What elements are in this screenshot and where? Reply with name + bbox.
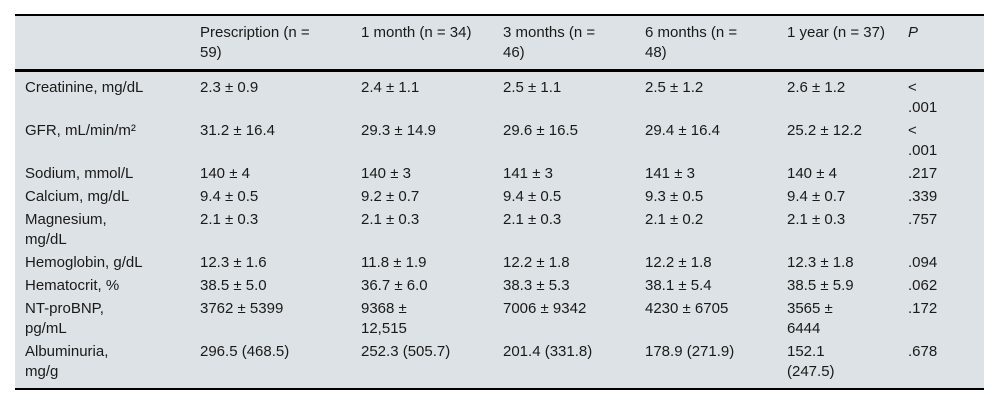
cell-value: 140 ± 4: [787, 165, 837, 182]
cell-value: 11.8 ± 1.9: [361, 254, 427, 271]
cell-value: 38.3 ± 5.3: [503, 277, 570, 294]
column-header-1-year: 1 year (n = 37): [777, 15, 898, 72]
row-label: Sodium, mmol/L: [25, 165, 134, 182]
cell-value: 25.2 ± 12.2: [787, 122, 862, 139]
column-header-6-months: 6 months (n = 48): [635, 15, 777, 72]
cell-value: 9.4 ± 0.7: [787, 188, 846, 205]
cell-value: 2.6 ± 1.2: [787, 79, 846, 96]
table-row: Hemoglobin, g/dL 12.3 ± 1.6 11.8 ± 1.9 12.2…: [15, 251, 984, 274]
cell-value: 2.5 ± 1.1: [503, 79, 562, 96]
row-label: Hemoglobin, g/dL: [25, 254, 143, 271]
table-row: Calcium, mg/dL 9.4 ± 0.5 9.2 ± 0.7 9.4 ± 0.…: [15, 185, 984, 208]
row-label: Albuminuria, mg/g: [25, 343, 109, 380]
cell-value: 38.5 ± 5.9: [787, 277, 854, 294]
cell-value: 2.1 ± 0.3: [787, 211, 846, 228]
cell-value: 12.3 ± 1.6: [200, 254, 267, 271]
cell-value: 2.1 ± 0.3: [503, 211, 562, 228]
p-value: .757: [908, 211, 938, 228]
cell-value: 4230 ± 6705: [645, 300, 729, 317]
table-row: Albuminuria, mg/g 296.5 (468.5) 252.3 (505…: [15, 340, 984, 389]
cell-value: 2.1 ± 0.2: [645, 211, 704, 228]
cell-value: 140 ± 4: [200, 165, 250, 182]
column-header-prescription: Prescription (n = 59): [190, 15, 351, 72]
table-row: Creatinine, mg/dL 2.3 ± 0.9 2.4 ± 1.1 2.5 ±…: [15, 71, 984, 120]
row-label: NT-proBNP, pg/mL: [25, 300, 104, 337]
cell-value: 2.1 ± 0.3: [361, 211, 420, 228]
p-value: .339: [908, 188, 938, 205]
p-value: < .001: [908, 122, 938, 159]
p-value: .062: [908, 277, 938, 294]
table-row: GFR, mL/min/m² 31.2 ± 16.4 29.3 ± 14.9 29.6…: [15, 119, 984, 162]
cell-value: 178.9 (271.9): [645, 343, 735, 360]
cell-value: 36.7 ± 6.0: [361, 277, 428, 294]
cell-value: 29.6 ± 16.5: [503, 122, 578, 139]
cell-value: 9.4 ± 0.5: [503, 188, 562, 205]
cell-value: 152.1 (247.5): [787, 343, 835, 380]
p-value: .172: [908, 300, 938, 317]
p-value: .217: [908, 165, 938, 182]
cell-value: 2.1 ± 0.3: [200, 211, 259, 228]
cell-value: 9.4 ± 0.5: [200, 188, 259, 205]
table-row: Magnesium, mg/dL 2.1 ± 0.3 2.1 ± 0.3 2.1 ± …: [15, 208, 984, 251]
cell-value: 140 ± 3: [361, 165, 411, 182]
cell-value: 12.3 ± 1.8: [787, 254, 854, 271]
cell-value: 38.1 ± 5.4: [645, 277, 712, 294]
row-label: Creatinine, mg/dL: [25, 79, 144, 96]
p-value: < .001: [908, 79, 938, 116]
cell-value: 9368 ± 12,515: [361, 300, 407, 337]
cell-value: 296.5 (468.5): [200, 343, 290, 360]
table-body: Creatinine, mg/dL 2.3 ± 0.9 2.4 ± 1.1 2.5 ±…: [15, 71, 984, 390]
cell-value: 9.3 ± 0.5: [645, 188, 704, 205]
cell-value: 12.2 ± 1.8: [645, 254, 712, 271]
cell-value: 201.4 (331.8): [503, 343, 593, 360]
cell-value: 3565 ± 6444: [787, 300, 833, 337]
lab-values-table-container: Prescription (n = 59) 1 month (n = 34) 3…: [15, 14, 984, 390]
column-header-empty: [15, 15, 190, 72]
header-row: Prescription (n = 59) 1 month (n = 34) 3…: [15, 15, 984, 72]
table-row: NT-proBNP, pg/mL 3762 ± 5399 9368 ± 12,515…: [15, 297, 984, 340]
cell-value: 31.2 ± 16.4: [200, 122, 275, 139]
p-value: .094: [908, 254, 938, 271]
table-header: Prescription (n = 59) 1 month (n = 34) 3…: [15, 15, 984, 72]
cell-value: 38.5 ± 5.0: [200, 277, 267, 294]
lab-values-table: Prescription (n = 59) 1 month (n = 34) 3…: [15, 14, 984, 390]
column-header-3-months: 3 months (n = 46): [493, 15, 635, 72]
cell-value: 29.4 ± 16.4: [645, 122, 720, 139]
cell-value: 29.3 ± 14.9: [361, 122, 436, 139]
cell-value: 3762 ± 5399: [200, 300, 284, 317]
table-row: Sodium, mmol/L 140 ± 4 140 ± 3 141 ± 3 141 ±…: [15, 162, 984, 185]
cell-value: 2.5 ± 1.2: [645, 79, 704, 96]
cell-value: 12.2 ± 1.8: [503, 254, 570, 271]
cell-value: 9.2 ± 0.7: [361, 188, 420, 205]
row-label: Hematocrit, %: [25, 277, 120, 294]
p-value: .678: [908, 343, 938, 360]
row-label: GFR, mL/min/m²: [25, 122, 136, 139]
cell-value: 141 ± 3: [503, 165, 553, 182]
cell-value: 2.4 ± 1.1: [361, 79, 420, 96]
column-header-1-month: 1 month (n = 34): [351, 15, 493, 72]
cell-value: 7006 ± 9342: [503, 300, 587, 317]
row-label: Calcium, mg/dL: [25, 188, 130, 205]
cell-value: 252.3 (505.7): [361, 343, 451, 360]
cell-value: 141 ± 3: [645, 165, 695, 182]
row-label: Magnesium, mg/dL: [25, 211, 107, 248]
column-header-p: P: [898, 15, 984, 72]
table-row: Hematocrit, % 38.5 ± 5.0 36.7 ± 6.0 38.3 ± …: [15, 274, 984, 297]
cell-value: 2.3 ± 0.9: [200, 79, 259, 96]
